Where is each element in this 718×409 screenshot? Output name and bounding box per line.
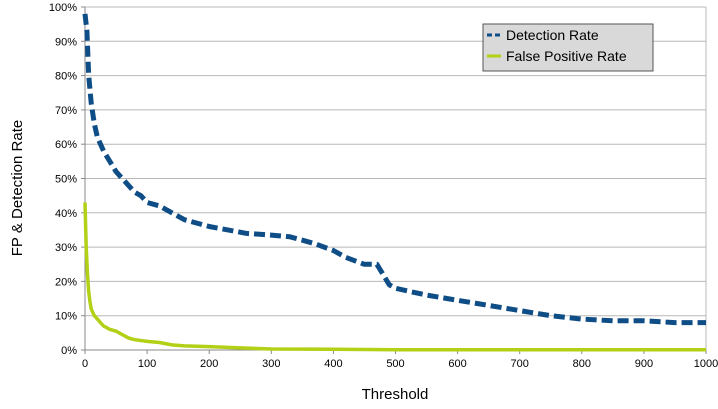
- tick-labels: 0% 10% 20% 30% 40% 50% 60% 70% 80% 90% 100% 0 100 200…: [49, 2, 718, 370]
- legend-label-detection-rate: Detection Rate: [506, 27, 599, 43]
- y-tick-label: 60%: [55, 139, 77, 151]
- x-tick-label: 100: [138, 358, 156, 370]
- x-tick-label: 1000: [694, 358, 718, 370]
- y-tick-label: 20%: [55, 276, 77, 288]
- y-tick-label: 30%: [55, 242, 77, 254]
- x-tick-label: 800: [573, 358, 591, 370]
- x-axis-title: Threshold: [362, 386, 429, 403]
- x-tick-label: 200: [200, 358, 218, 370]
- x-tick-label: 600: [448, 358, 466, 370]
- y-tick-label: 80%: [55, 71, 77, 83]
- legend-box: [482, 23, 654, 72]
- series: [82, 13, 706, 352]
- x-tick-label: 900: [635, 358, 653, 370]
- y-tick-label: 40%: [55, 208, 77, 220]
- y-tick-label: 100%: [49, 2, 77, 14]
- x-tick-label: 400: [324, 358, 342, 370]
- legend: Detection Rate False Positive Rate: [482, 23, 654, 72]
- y-tick-label: 10%: [55, 311, 77, 323]
- y-axis-title: FP & Detection Rate: [9, 120, 26, 256]
- x-tick-label: 500: [386, 358, 404, 370]
- y-tick-label: 90%: [55, 36, 77, 48]
- y-tick-label: 50%: [55, 174, 77, 186]
- x-tick-label: 700: [511, 358, 529, 370]
- gridlines: [85, 6, 706, 317]
- legend-label-false-positive-rate: False Positive Rate: [506, 48, 627, 64]
- series-line-detection-rate: [82, 13, 706, 326]
- x-tick-label: 0: [82, 358, 88, 370]
- x-tick-label: 300: [262, 358, 280, 370]
- y-tick-label: 0%: [61, 345, 77, 357]
- series-line-false-positive-rate: [83, 202, 706, 352]
- y-tick-label: 70%: [55, 105, 77, 117]
